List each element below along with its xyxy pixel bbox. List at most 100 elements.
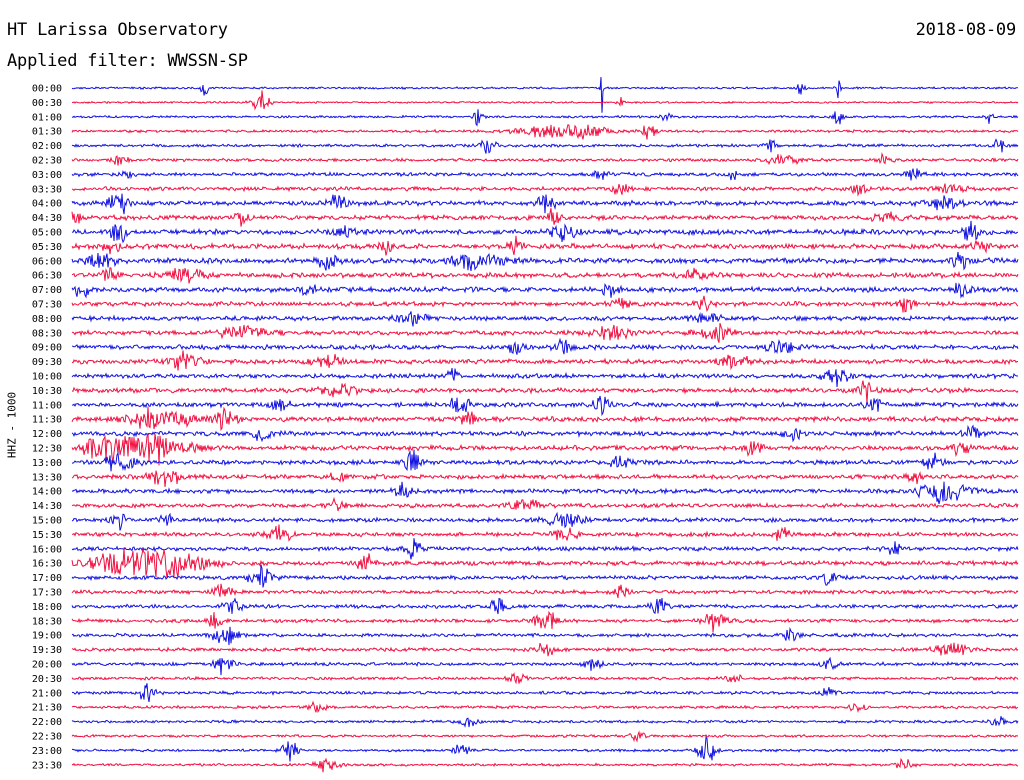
trace-1600 (71, 538, 1019, 560)
trace-1630 (71, 547, 1019, 579)
trace-0430 (71, 208, 1019, 227)
trace-0500 (71, 220, 1019, 244)
trace-1230 (71, 432, 1019, 466)
trace-0830 (71, 322, 1019, 343)
time-label: 01:00 (32, 112, 62, 123)
time-label: 21:30 (32, 703, 62, 714)
trace-0330 (71, 183, 1019, 197)
time-label: 03:00 (32, 170, 62, 181)
trace-2130 (71, 700, 1019, 714)
trace-0700 (71, 282, 1019, 299)
trace-1100 (71, 395, 1019, 417)
trace-2030 (71, 672, 1019, 685)
trace-0300 (71, 168, 1019, 181)
trace-1900 (71, 626, 1019, 646)
trace-2230 (71, 730, 1019, 743)
time-label: 16:30 (32, 559, 62, 570)
trace-0600 (71, 251, 1019, 272)
trace-1730 (71, 583, 1019, 599)
trace-1500 (71, 511, 1019, 531)
trace-1530 (71, 524, 1019, 542)
trace-0130 (71, 123, 1019, 140)
time-label: 07:00 (32, 285, 62, 296)
time-label: 08:30 (32, 328, 62, 339)
trace-1830 (71, 610, 1019, 633)
time-label: 22:30 (32, 732, 62, 743)
time-label: 01:30 (32, 127, 62, 138)
time-label: 12:30 (32, 444, 62, 455)
time-label: 09:00 (32, 343, 62, 354)
trace-0730 (71, 295, 1019, 313)
time-label: 21:00 (32, 688, 62, 699)
trace-2330 (71, 757, 1018, 773)
time-label: 11:00 (32, 400, 62, 411)
time-label: 08:00 (32, 314, 62, 325)
time-label: 07:30 (32, 300, 62, 311)
trace-1030 (71, 380, 1019, 404)
trace-1200 (71, 424, 1019, 443)
time-label: 12:00 (32, 429, 62, 440)
time-label: 06:00 (32, 256, 62, 267)
trace-2200 (71, 716, 1019, 728)
trace-1930 (71, 642, 1019, 657)
time-label: 18:00 (32, 602, 62, 613)
time-label: 02:00 (32, 141, 62, 152)
time-label: 13:00 (32, 458, 62, 469)
time-label: 05:30 (32, 242, 62, 253)
trace-0930 (71, 350, 1019, 371)
time-label: 15:30 (32, 530, 62, 541)
time-label: 10:30 (32, 386, 62, 397)
time-label: 09:30 (32, 357, 62, 368)
filter-label: Applied filter: WWSSN-SP (7, 51, 248, 71)
time-label: 17:00 (32, 573, 62, 584)
trace-1400 (71, 481, 1019, 504)
trace-0630 (71, 267, 1019, 284)
trace-2000 (71, 656, 1019, 676)
time-label: 22:00 (32, 717, 62, 728)
trace-1700 (71, 564, 1019, 588)
time-label: 19:30 (32, 645, 62, 656)
trace-0530 (71, 235, 1019, 256)
time-label: 23:30 (32, 760, 62, 771)
time-label: 00:30 (32, 98, 62, 109)
time-label: 11:30 (32, 415, 62, 426)
trace-1000 (71, 368, 1019, 387)
time-label: 17:30 (32, 588, 62, 599)
time-label: 13:30 (32, 472, 62, 483)
time-label: 04:30 (32, 213, 62, 224)
recording-date: 2018-08-09 (915, 20, 1017, 40)
time-label: 14:30 (32, 501, 62, 512)
time-label: 23:00 (32, 746, 62, 757)
trace-0800 (71, 311, 1019, 327)
trace-0200 (71, 138, 1019, 154)
time-label: 02:30 (32, 156, 62, 167)
trace-1330 (71, 470, 1019, 487)
trace-2300 (71, 735, 1019, 762)
trace-1800 (71, 597, 1019, 615)
trace-2100 (71, 683, 1019, 702)
time-label: 20:30 (32, 674, 62, 685)
trace-1300 (71, 449, 1019, 472)
trace-0100 (71, 109, 1019, 127)
trace-1130 (71, 406, 1019, 431)
time-label: 14:00 (32, 487, 62, 498)
trace-0400 (71, 193, 1019, 215)
time-label: 06:30 (32, 271, 62, 282)
trace-0900 (71, 337, 1019, 355)
time-label: 19:00 (32, 631, 62, 642)
time-label: 20:00 (32, 660, 62, 671)
trace-0030 (71, 90, 1019, 111)
trace-0000 (71, 77, 1018, 113)
time-label: 18:30 (32, 616, 62, 627)
time-label: 16:00 (32, 544, 62, 555)
time-label: 04:00 (32, 199, 62, 210)
time-label: 15:00 (32, 516, 62, 527)
time-label: 05:00 (32, 228, 62, 239)
trace-1430 (71, 496, 1019, 512)
time-label: 03:30 (32, 184, 62, 195)
time-label: 10:00 (32, 372, 62, 383)
observatory-title: HT Larissa Observatory (7, 20, 228, 40)
trace-0230 (71, 151, 1019, 166)
time-label: 00:00 (32, 84, 62, 95)
